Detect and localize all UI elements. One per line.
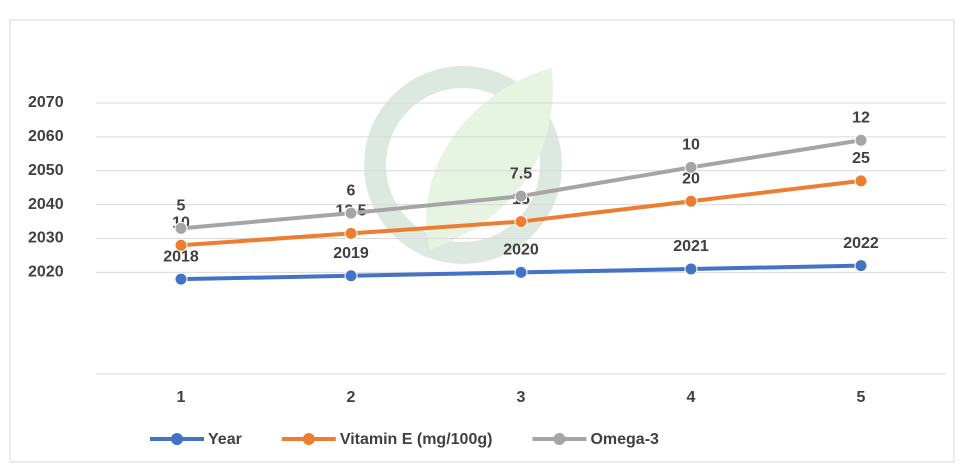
data-label: 6 [347,182,356,199]
y-tick-label: 2040 [28,196,64,213]
point [174,272,188,286]
point [684,194,698,208]
point [344,206,358,220]
data-label: 2018 [163,248,199,265]
y-tick-label: 2020 [28,264,64,281]
y-tick-label: 2030 [28,230,64,247]
legend-label: Vitamin E (mg/100g) [340,431,493,448]
point [684,262,698,276]
data-label: 2022 [843,235,879,252]
legend-label: Omega-3 [590,431,659,448]
y-tick-label: 2050 [28,162,64,179]
data-label: 20 [682,170,700,187]
point [514,265,528,279]
point [174,221,188,235]
x-tick-label: 2 [347,389,356,406]
data-label: 2020 [503,242,539,259]
data-label: 2021 [673,238,709,255]
data-label: 25 [852,150,870,167]
legend-marker [553,433,566,445]
x-tick-label: 1 [177,389,186,406]
point [514,215,528,229]
x-tick-label: 3 [517,389,526,406]
data-label: 2019 [333,245,369,262]
point [854,174,868,188]
y-tick-label: 2070 [28,94,64,111]
point [174,238,188,252]
data-label: 5 [177,198,186,215]
legend-marker [302,433,315,445]
data-label: 7.5 [510,165,532,182]
x-tick-label: 5 [857,389,866,406]
point [684,160,698,174]
legend-marker [171,433,183,445]
data-label: 12 [852,109,870,126]
data-label: 10 [682,137,700,154]
point [344,226,358,240]
watermark [364,66,562,264]
x-tick-label: 4 [687,389,696,406]
y-tick-label: 2060 [28,128,64,145]
legend-label: Year [208,431,242,448]
point [514,189,528,203]
point [854,259,868,273]
point [344,269,358,283]
point [854,133,868,147]
